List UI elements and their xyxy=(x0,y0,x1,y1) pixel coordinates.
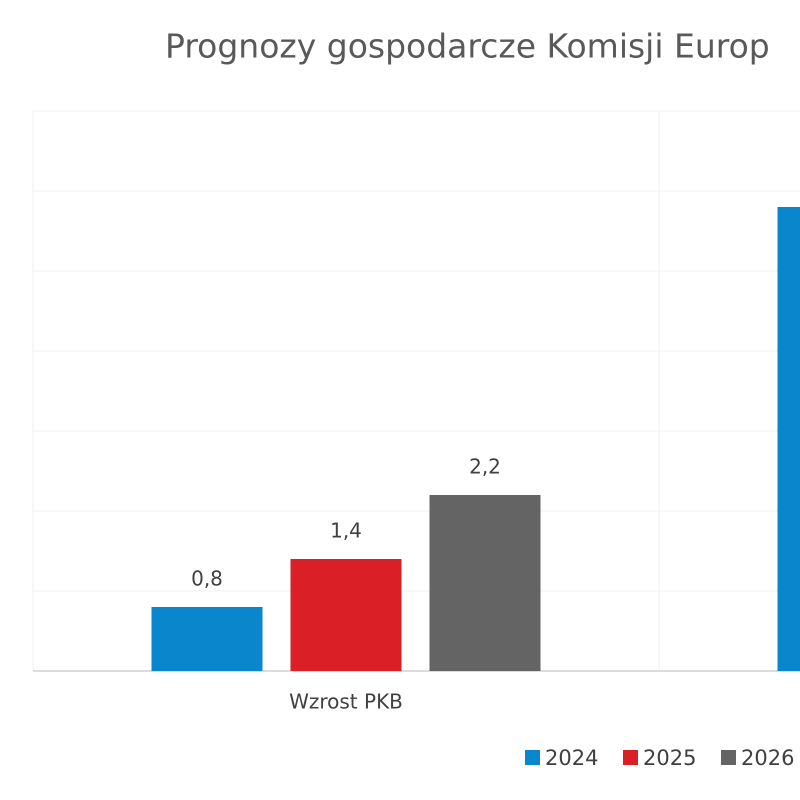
legend-swatch xyxy=(721,750,736,765)
legend-swatch xyxy=(623,750,638,765)
data-label: 1,4 xyxy=(330,519,362,543)
bar xyxy=(151,607,263,671)
legend-label: 2026 xyxy=(741,746,794,770)
bar xyxy=(429,495,541,671)
bar xyxy=(290,559,402,671)
legend-label: 2025 xyxy=(643,746,696,770)
data-label: 0,8 xyxy=(191,567,223,591)
bar xyxy=(777,207,800,671)
x-tick-label: Wzrost PKB xyxy=(289,690,403,714)
chart-title: Prognozy gospodarcze Komisji Europ xyxy=(165,27,770,66)
data-label: 2,2 xyxy=(469,455,501,479)
legend-label: 2024 xyxy=(545,746,598,770)
legend-swatch xyxy=(525,750,540,765)
